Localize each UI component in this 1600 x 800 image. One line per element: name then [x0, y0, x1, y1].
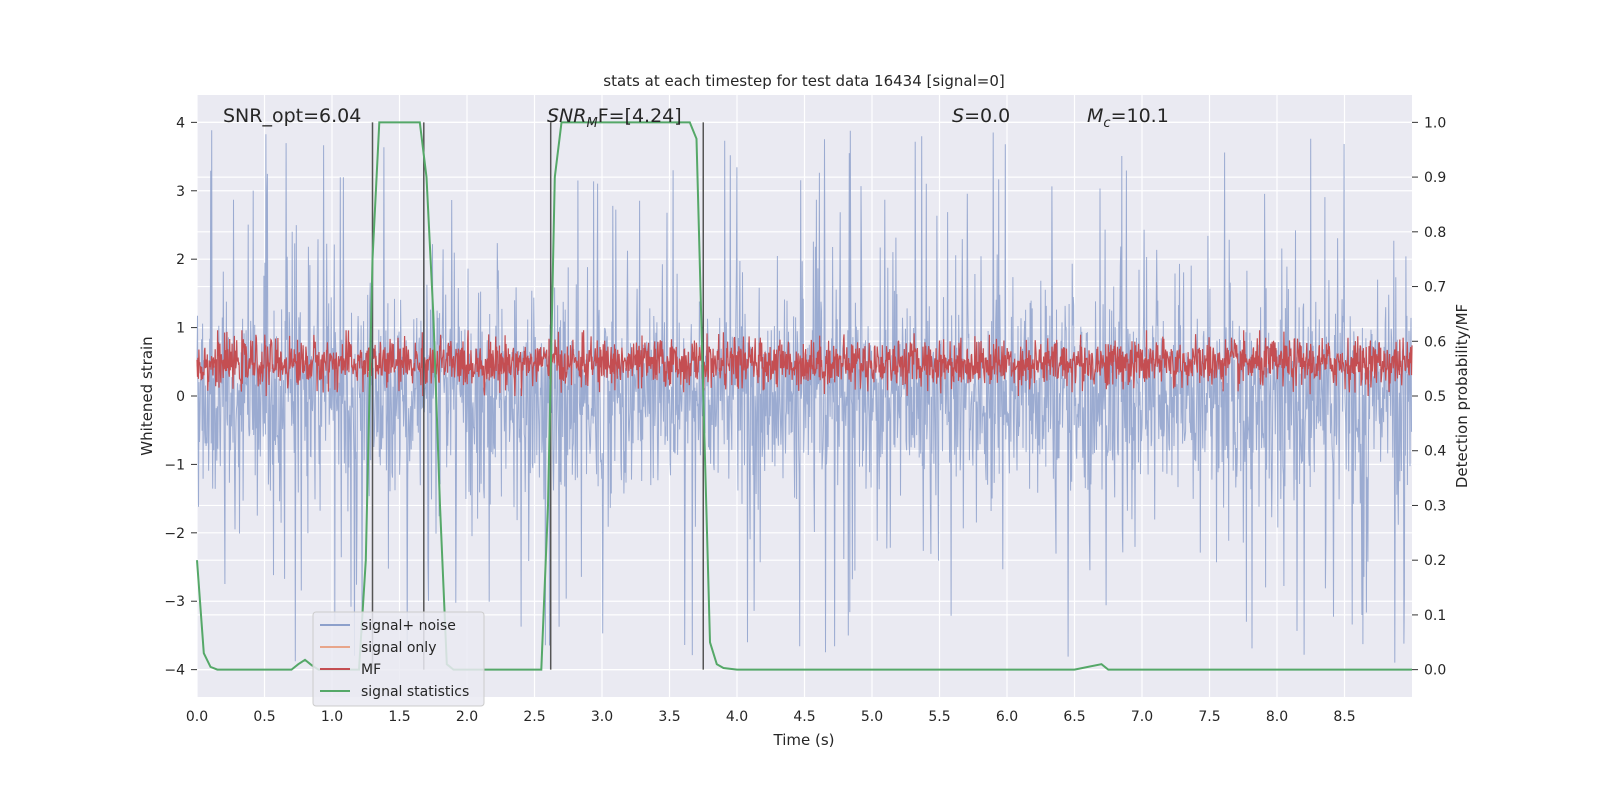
x-tick-label: 8.5 — [1333, 709, 1355, 725]
y-tick-label-left: 4 — [176, 115, 185, 131]
y-tick-label-left: −4 — [164, 663, 185, 679]
noise-series — [196, 130, 1413, 663]
axis-ticks: 0.0 0.5 1.0 1.5 2.0 2.5 3.0 3.5 4.0 4.5 5.0 5.5 6.0 6… — [164, 115, 1446, 725]
x-tick-label: 5.5 — [928, 709, 950, 725]
x-tick-label: 2.0 — [456, 709, 478, 725]
legend-label-noise: signal+ noise — [361, 618, 456, 634]
y-tick-label-left: −3 — [164, 594, 185, 610]
y-tick-label-right: 0.7 — [1424, 280, 1446, 296]
legend-label-stat: signal statistics — [361, 684, 469, 700]
x-tick-label: 3.5 — [658, 709, 680, 725]
legend-label-mf: MF — [361, 662, 381, 678]
y-tick-label-right: 0.2 — [1424, 553, 1446, 569]
mf-line — [196, 330, 1413, 397]
x-tick-label: 0.5 — [253, 709, 275, 725]
annotation-s: S=0.0 — [952, 105, 1010, 127]
x-tick-label: 0.0 — [186, 709, 208, 725]
y-tick-label-right: 0.9 — [1424, 170, 1446, 186]
x-tick-label: 5.0 — [861, 709, 883, 725]
y-tick-label-right: 0.4 — [1424, 444, 1446, 460]
noise-line — [196, 130, 1413, 663]
y-axis-label-left: Whitened strain — [138, 336, 156, 455]
y-tick-label-right: 0.5 — [1424, 389, 1446, 405]
y-tick-label-right: 0.8 — [1424, 225, 1446, 241]
y-tick-label-left: 0 — [176, 389, 185, 405]
y-tick-label-right: 0.3 — [1424, 498, 1446, 514]
y-tick-label-left: 1 — [176, 321, 185, 337]
y-tick-label-left: −1 — [164, 457, 185, 473]
x-tick-label: 8.0 — [1266, 709, 1288, 725]
mf-series — [196, 330, 1413, 397]
x-tick-label: 7.5 — [1198, 709, 1220, 725]
x-tick-label: 6.5 — [1063, 709, 1085, 725]
chart-title: stats at each timestep for test data 164… — [603, 72, 1004, 90]
x-tick-label: 3.0 — [591, 709, 613, 725]
y-tick-label-left: −2 — [164, 526, 185, 542]
x-tick-label: 1.5 — [388, 709, 410, 725]
y-tick-label-left: 3 — [176, 184, 185, 200]
y-tick-label-left: 2 — [176, 252, 185, 268]
annotation-snr-opt: SNR_opt=6.04 — [223, 105, 361, 127]
x-tick-label: 6.0 — [996, 709, 1018, 725]
y-axis-label-right: Detection probability/MF — [1453, 304, 1471, 488]
x-tick-label: 4.5 — [793, 709, 815, 725]
annotation-snr-mf: SNRMF=[4.24] — [547, 105, 682, 131]
x-tick-label: 2.5 — [523, 709, 545, 725]
x-axis-label: Time (s) — [773, 731, 835, 749]
y-tick-label-right: 1.0 — [1424, 115, 1446, 131]
y-tick-label-right: 0.6 — [1424, 334, 1446, 350]
y-tick-label-right: 0.0 — [1424, 663, 1446, 679]
x-tick-label: 4.0 — [726, 709, 748, 725]
legend: signal+ noise signal only MF signal stat… — [312, 611, 485, 707]
legend-box — [312, 611, 485, 707]
annotation-mc: Mc=10.1 — [1087, 105, 1169, 131]
y-tick-label-right: 0.1 — [1424, 608, 1446, 624]
x-tick-label: 1.0 — [321, 709, 343, 725]
legend-label-signal-only: signal only — [361, 640, 436, 656]
x-tick-label: 7.0 — [1131, 709, 1153, 725]
